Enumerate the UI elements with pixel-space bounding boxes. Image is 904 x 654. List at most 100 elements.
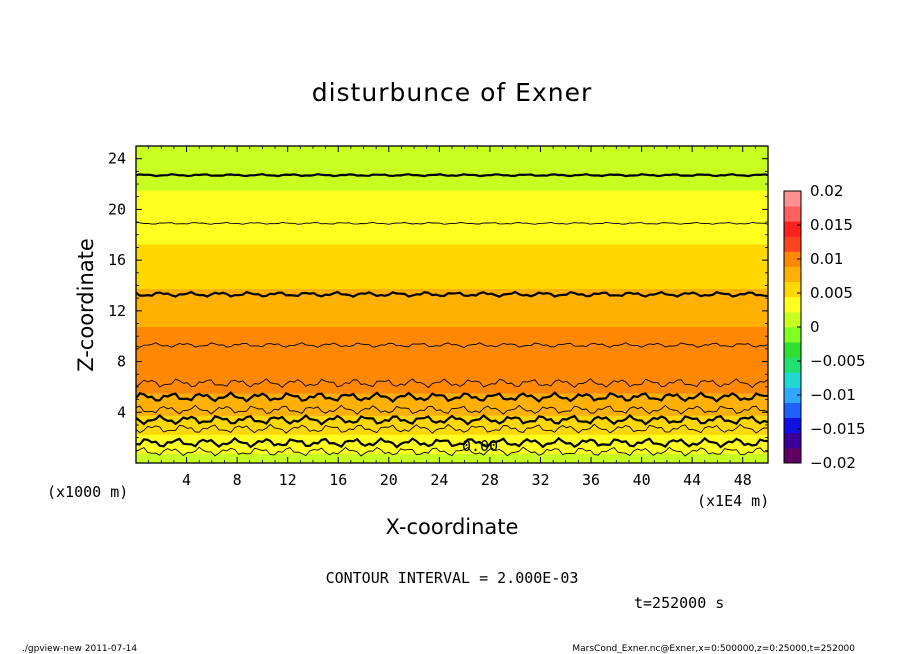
footer-left: ./gpview-new 2011-07-14 xyxy=(22,644,137,654)
y-scale-note: (x1000 m) xyxy=(47,483,128,501)
heatmap-band xyxy=(136,377,768,381)
y-tick-label: 12 xyxy=(108,302,126,320)
heatmap-band xyxy=(136,209,768,213)
x-tick-label: 32 xyxy=(531,471,549,489)
heatmap-band xyxy=(136,167,768,172)
colorbar-segment xyxy=(784,221,801,237)
heatmap-band xyxy=(136,212,768,217)
heatmap-band xyxy=(136,389,768,394)
y-axis-ticks: 4 8 12 16 20 24 xyxy=(108,150,768,451)
x-tick-label: 40 xyxy=(633,471,651,489)
x-tick-label: 20 xyxy=(380,471,398,489)
colorbar-segment xyxy=(784,372,801,388)
heatmap-band xyxy=(136,164,768,169)
heatmap-band xyxy=(136,158,768,163)
heatmap-band xyxy=(136,262,768,267)
colorbar-tick-label: 0.015 xyxy=(810,216,853,234)
heatmap-band xyxy=(136,326,768,331)
heatmap-band xyxy=(136,307,768,312)
colorbar-segment xyxy=(784,327,801,343)
colorbar-tick-label: −0.005 xyxy=(810,352,866,370)
heatmap-band xyxy=(136,437,768,442)
colorbar-segment xyxy=(784,251,801,267)
heatmap-band xyxy=(136,380,768,385)
y-tick-label: 4 xyxy=(117,403,126,421)
contour-line xyxy=(136,378,768,389)
x-axis-ticks: 4 8 12 16 20 24 28 32 36 40 44 48 xyxy=(148,146,756,489)
colorbar-segment xyxy=(784,236,801,252)
heatmap-band xyxy=(136,237,768,242)
heatmap-band xyxy=(136,446,768,451)
colorbar-segment xyxy=(784,266,801,283)
heatmap-band xyxy=(136,335,768,340)
heatmap-band xyxy=(136,316,768,321)
heatmap-band xyxy=(136,193,768,198)
heatmap-band xyxy=(136,269,768,274)
time-label: t=252000 s xyxy=(634,594,724,612)
y-tick-label: 8 xyxy=(117,353,126,371)
heatmap-band xyxy=(136,247,768,251)
heatmap-band xyxy=(136,259,768,264)
heatmap-band xyxy=(136,272,768,277)
heatmap-band xyxy=(136,266,768,270)
heatmap-band xyxy=(136,177,768,182)
heatmap-band xyxy=(136,434,768,438)
heatmap-band xyxy=(136,351,768,356)
heatmap-band xyxy=(136,364,768,369)
contour-line xyxy=(136,404,768,415)
colorbar-tick-label: 0.02 xyxy=(810,182,843,200)
heatmap-band xyxy=(136,348,768,353)
heatmap-band xyxy=(136,301,768,305)
contour-line xyxy=(136,413,768,426)
colorbar-segment xyxy=(784,357,801,373)
colorbar-segment xyxy=(784,432,801,449)
x-tick-label: 24 xyxy=(430,471,448,489)
heatmap-band xyxy=(136,323,768,327)
colorbar-segment xyxy=(784,342,801,358)
x-axis-label: X-coordinate xyxy=(386,515,519,539)
heatmap-band xyxy=(136,424,768,429)
colorbar-segment xyxy=(784,417,801,434)
heatmap-band xyxy=(136,405,768,410)
contour-line xyxy=(136,423,768,434)
heatmap-band xyxy=(136,408,768,413)
x-tick-label: 44 xyxy=(683,471,701,489)
heatmap-band xyxy=(136,288,768,293)
heatmap-band xyxy=(136,345,768,350)
heatmap-band xyxy=(136,183,768,188)
colorbar-segment xyxy=(784,191,801,207)
heatmap-band xyxy=(136,171,768,175)
heatmap-band xyxy=(136,342,768,347)
heatmap-band xyxy=(136,250,768,255)
colorbar-segment xyxy=(784,311,801,328)
colorbar-tick-label: 0.005 xyxy=(810,284,853,302)
heatmap-band xyxy=(136,399,768,404)
x-tick-label: 8 xyxy=(233,471,242,489)
heatmap-band xyxy=(136,224,768,229)
heatmap-fill xyxy=(136,146,768,463)
heatmap-band xyxy=(136,240,768,245)
heatmap-band xyxy=(136,332,768,337)
colorbar-segment xyxy=(784,296,801,313)
heatmap-band xyxy=(136,431,768,435)
contour-line xyxy=(136,391,768,403)
heatmap-band xyxy=(136,199,768,204)
heatmap-band xyxy=(136,392,768,397)
heatmap-band xyxy=(136,243,768,248)
heatmap-band xyxy=(136,180,768,185)
x-scale-note: (x1E4 m) xyxy=(697,492,769,510)
heatmap-band xyxy=(136,218,768,223)
heatmap-band xyxy=(136,152,768,156)
colorbar-tick-label: 0.01 xyxy=(810,250,843,268)
contour-line xyxy=(136,436,768,449)
heatmap-band xyxy=(136,294,768,299)
x-tick-label: 36 xyxy=(582,471,600,489)
heatmap-band xyxy=(136,234,768,239)
colorbar-segment xyxy=(784,387,801,403)
heatmap-band xyxy=(136,358,768,362)
chart-title: disturbunce of Exner xyxy=(312,78,593,107)
heatmap-band xyxy=(136,320,768,324)
heatmap-band xyxy=(136,215,768,220)
heatmap-band xyxy=(136,285,768,289)
heatmap-band xyxy=(136,354,768,359)
